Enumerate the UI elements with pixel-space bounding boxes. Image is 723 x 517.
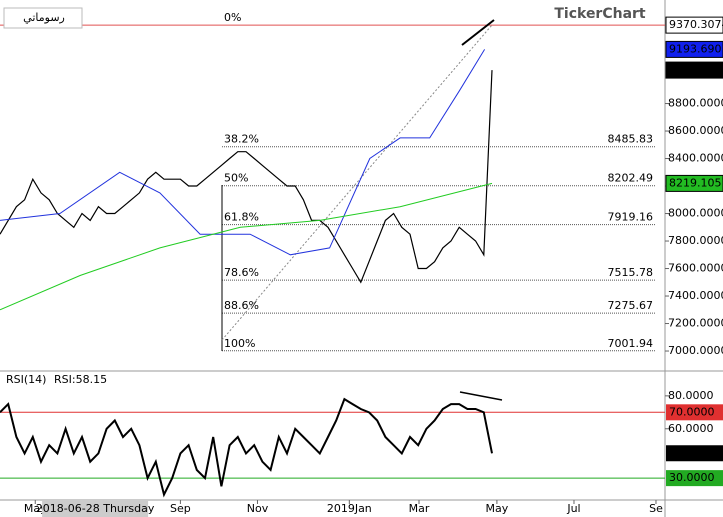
- value-box-label: 9370.3074: [669, 18, 723, 31]
- rsi-reading: RSI:58.15: [54, 373, 107, 386]
- crosshair-box: [42, 501, 149, 517]
- y-tick-label: 8000.0000: [668, 207, 723, 220]
- value-box: [665, 16, 723, 34]
- rsi-line: [0, 397, 493, 498]
- x-tick-label: Sep: [170, 502, 191, 515]
- y-tick-label: 8800.0000: [668, 97, 723, 110]
- y-tick-label: 7800.0000: [668, 234, 723, 247]
- x-tick-label: Jul: [566, 502, 580, 515]
- crosshair-label: 2018-06-28 Thursday: [36, 502, 155, 515]
- fib-value: 7515.78: [608, 266, 654, 279]
- value-box: [665, 40, 723, 58]
- fib-label: 61.8%: [224, 211, 259, 224]
- fib-label: 100%: [224, 337, 255, 350]
- price-line: [0, 182, 493, 311]
- price-line: [0, 70, 493, 284]
- fib-value: 7001.94: [608, 337, 654, 350]
- value-box-label: 70.0000: [669, 405, 715, 418]
- y-tick-label: 7600.0000: [668, 262, 723, 275]
- fib-label: 0%: [224, 11, 241, 24]
- fib-label: 50%: [224, 172, 248, 185]
- value-box: [666, 404, 723, 421]
- fib-label: 38.2%: [224, 133, 259, 146]
- value-box-label: 30.0000: [669, 471, 715, 484]
- x-tick-label: Nov: [247, 502, 269, 515]
- value-box-label: 9043.2207: [669, 63, 723, 76]
- value-box-label: 9193.6907: [669, 42, 723, 55]
- y-tick-label: 7400.0000: [668, 289, 723, 302]
- value-box: [665, 174, 723, 192]
- x-tick-label: Se: [649, 502, 663, 515]
- logo: TickerChart: [554, 6, 646, 22]
- x-tick-label: Mar: [409, 502, 430, 515]
- fib-value: 7919.16: [608, 211, 654, 224]
- value-box: [665, 61, 723, 79]
- trendline: [461, 19, 495, 46]
- fib-value: 8202.49: [608, 172, 654, 185]
- dropdown[interactable]: [3, 7, 83, 29]
- y-tick-label: 8400.0000: [668, 152, 723, 165]
- fib-diagonal: [221, 24, 493, 341]
- fib-label: 88.6%: [224, 299, 259, 312]
- trendline: [459, 391, 503, 401]
- y-tick-label: 60.0000: [668, 422, 714, 435]
- y-tick-label: 7200.0000: [668, 317, 723, 330]
- value-box: [666, 470, 723, 487]
- value-box-label: 8219.1057: [669, 176, 723, 189]
- rsi-title: RSI(14): [6, 373, 46, 386]
- price-line: [0, 49, 486, 256]
- y-tick-label: 8600.0000: [668, 124, 723, 137]
- value-box-label: 45.1112: [669, 446, 715, 459]
- fib-value: 7275.67: [608, 299, 654, 312]
- fib-value: 8485.83: [608, 133, 654, 146]
- y-tick-label: 80.0000: [668, 389, 714, 402]
- y-tick-label: 7000.0000: [668, 344, 723, 357]
- toolbar-label: رسوماتي: [23, 11, 65, 24]
- x-tick-label: May: [24, 502, 47, 515]
- x-tick-label: May: [486, 502, 509, 515]
- x-tick-label: 2019Jan: [327, 502, 372, 515]
- fib-label: 78.6%: [224, 266, 259, 279]
- value-box: [666, 445, 723, 462]
